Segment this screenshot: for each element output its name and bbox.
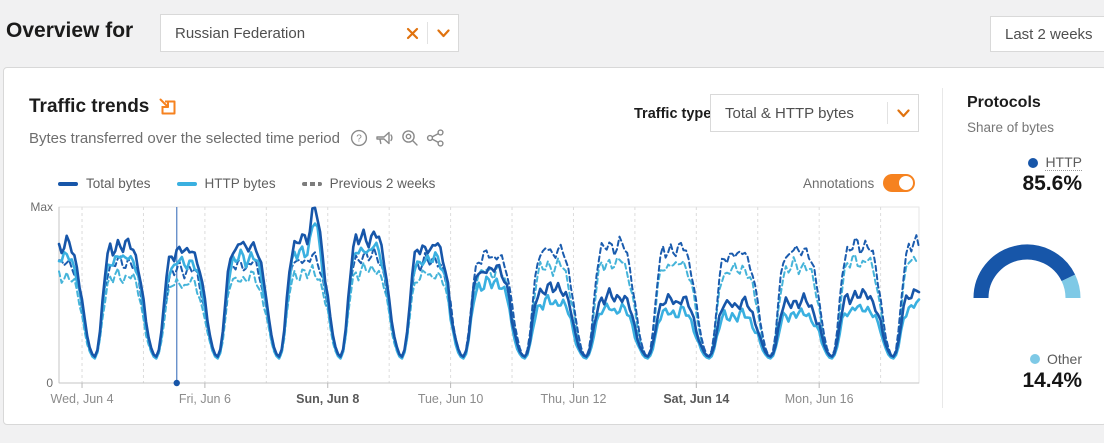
protocols-gauge <box>973 244 1081 299</box>
date-range-value: Last 2 weeks <box>1005 25 1093 43</box>
legend-item-total-bytes[interactable]: Total bytes <box>58 176 151 191</box>
card-title: Traffic trends <box>29 96 150 117</box>
legend-item-previous-2-weeks[interactable]: Previous 2 weeks <box>301 176 436 191</box>
http-bytes-swatch <box>176 181 197 186</box>
protocol-other-row: Other <box>1029 351 1082 367</box>
select-divider <box>887 102 888 124</box>
traffic-type-value: Total & HTTP bytes <box>725 104 854 122</box>
traffic-type-label: Traffic type <box>634 106 712 122</box>
legend-label: HTTP bytes <box>204 176 276 191</box>
protocols-title: Protocols <box>967 94 1041 111</box>
deep-link-icon[interactable] <box>158 97 179 118</box>
other-dot-icon <box>1029 354 1040 364</box>
protocols-panel: Protocols Share of bytes HTTP 85.6% Othe… <box>942 68 1104 426</box>
svg-text:Fri, Jun 6: Fri, Jun 6 <box>179 392 231 406</box>
date-range-select[interactable]: Last 2 weeks <box>990 16 1104 52</box>
svg-text:Mon, Jun 16: Mon, Jun 16 <box>785 392 854 406</box>
location-select[interactable]: Russian Federation <box>160 14 459 52</box>
annotations-toggle[interactable] <box>883 174 916 192</box>
clear-icon[interactable] <box>397 15 427 51</box>
location-select-value: Russian Federation <box>175 24 306 42</box>
legend-label: Total bytes <box>86 176 151 191</box>
page-title: Overview for <box>6 19 134 42</box>
chevron-down-icon[interactable] <box>888 95 918 131</box>
chevron-down-icon[interactable] <box>428 15 458 51</box>
chart-legend: Total bytes HTTP bytes Previous 2 weeks <box>58 176 435 191</box>
svg-text:Wed, Jun 4: Wed, Jun 4 <box>51 392 114 406</box>
svg-text:?: ? <box>356 134 362 145</box>
svg-text:Tue, Jun 10: Tue, Jun 10 <box>418 392 484 406</box>
http-share-value: 85.6% <box>1022 172 1082 195</box>
zoom-detail-icon[interactable] <box>401 129 419 147</box>
http-label[interactable]: HTTP <box>1045 154 1082 171</box>
legend-label: Previous 2 weeks <box>329 176 436 191</box>
protocols-subtitle: Share of bytes <box>967 120 1055 135</box>
panel-divider <box>942 88 943 408</box>
annotations-label: Annotations <box>803 175 875 191</box>
http-dot-icon <box>1028 157 1039 168</box>
previous-weeks-swatch <box>301 181 322 186</box>
traffic-type-select[interactable]: Total & HTTP bytes <box>710 94 919 132</box>
toggle-knob <box>899 176 914 190</box>
protocol-http-row: HTTP <box>1028 154 1082 171</box>
megaphone-icon[interactable] <box>375 129 394 147</box>
help-icon[interactable]: ? <box>350 129 368 147</box>
svg-text:Sat, Jun 14: Sat, Jun 14 <box>663 392 729 406</box>
svg-text:Max: Max <box>30 200 53 214</box>
page-header: Overview for Russian Federation Last 2 w… <box>0 0 1104 67</box>
other-label: Other <box>1046 351 1082 367</box>
traffic-trends-card: Traffic trends Bytes transferred over th… <box>3 67 1104 425</box>
total-bytes-swatch <box>58 181 78 186</box>
svg-text:Thu, Jun 12: Thu, Jun 12 <box>540 392 606 406</box>
svg-text:Sun, Jun 8: Sun, Jun 8 <box>296 392 359 406</box>
legend-item-http-bytes[interactable]: HTTP bytes <box>176 176 276 191</box>
svg-text:0: 0 <box>46 376 53 390</box>
traffic-trends-chart[interactable]: Max 0 Wed, Jun 4 Fri, Jun 6 Sun, Jun 8 Tue, J… <box>24 198 926 414</box>
other-share-value: 14.4% <box>1022 369 1082 392</box>
card-subtitle: Bytes transferred over the selected time… <box>29 129 340 147</box>
select-divider <box>427 22 428 44</box>
share-icon[interactable] <box>426 129 445 147</box>
